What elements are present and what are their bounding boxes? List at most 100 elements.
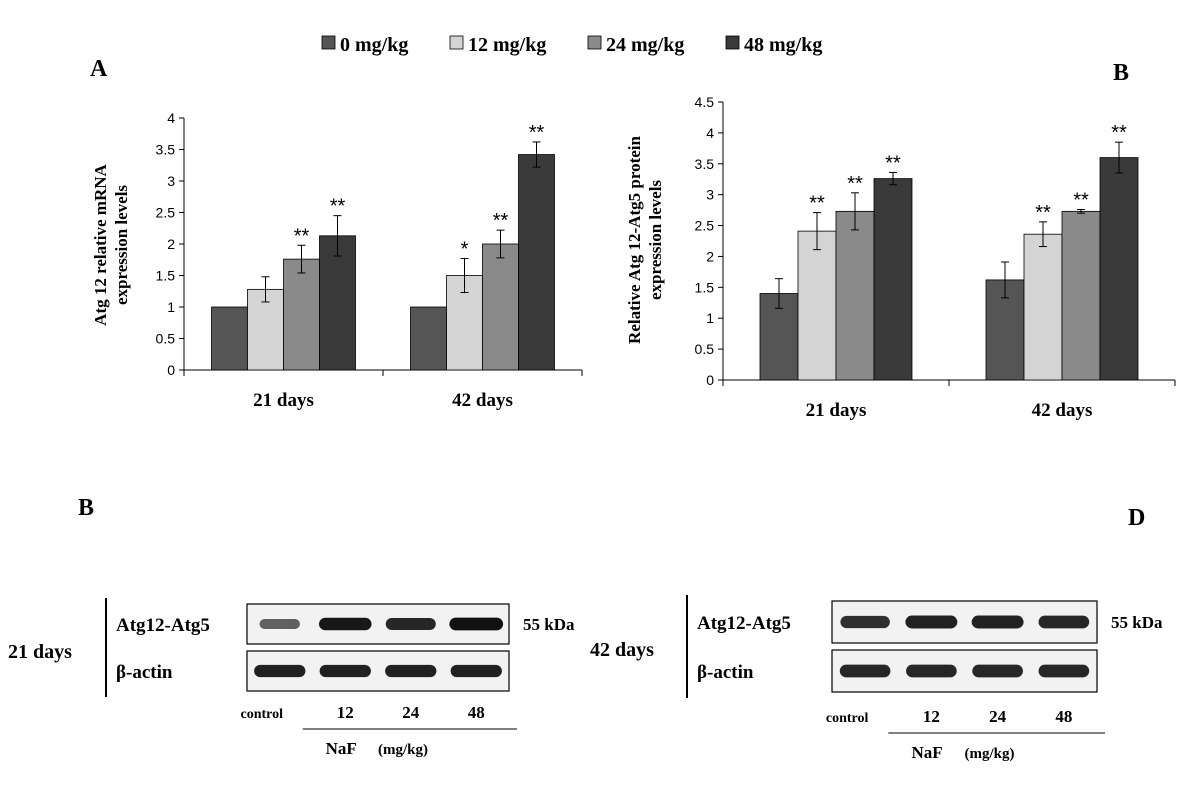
blot-group-label: 42 days — [590, 639, 654, 661]
blot-band — [259, 619, 300, 629]
chart-a-bar — [482, 243, 519, 371]
chart-b-significance-mark: ** — [1035, 202, 1051, 224]
blot-lane-label: 12 — [337, 703, 354, 722]
blot-lane-label: control — [826, 711, 869, 726]
chart-a-ytick-label: 4 — [167, 110, 175, 126]
chart-b-bar — [873, 178, 913, 381]
blot-band — [972, 664, 1023, 678]
legend-swatch-1 — [449, 35, 464, 50]
chart-a-ytick-label: 3.5 — [156, 142, 176, 158]
blot-group-label: 21 days — [8, 641, 72, 663]
blot-band — [449, 617, 504, 631]
legend-label-0: 0 mg/kg — [340, 34, 408, 56]
chart-b-ytick-label: 2 — [706, 248, 714, 264]
blot-band — [254, 664, 306, 678]
chart-a-ytick-label: 0 — [167, 362, 175, 378]
blot-row-label: Atg12-Atg5 — [116, 615, 210, 636]
panel-label-d: D — [1128, 505, 1145, 531]
chart-a-ytick-label: 3 — [167, 173, 175, 189]
chart-b-bar — [1099, 157, 1139, 381]
chart-a-significance-mark: * — [461, 238, 469, 260]
chart-b-ylabel-line1: Relative Atg 12-Atg5 protein — [625, 136, 644, 344]
blot-lane-label: 24 — [402, 703, 420, 722]
chart-b-ytick-label: 0 — [706, 372, 714, 388]
blot-band — [906, 664, 957, 678]
chart-b-bar — [835, 210, 875, 381]
chart-b-significance-mark: ** — [885, 152, 901, 174]
chart-a-ytick-label: 2.5 — [156, 205, 176, 221]
legend-swatch-2 — [587, 35, 602, 50]
blot-band — [319, 664, 371, 678]
blot-band — [971, 615, 1024, 629]
blot-band — [450, 664, 502, 678]
chart-a-ytick-label: 1 — [167, 299, 175, 315]
panel-label-b-blot: B — [78, 495, 94, 521]
chart-b-ytick-label: 2.5 — [695, 218, 715, 234]
blot-lane-label: 48 — [1055, 707, 1072, 726]
chart-a-category-label: 21 days — [253, 390, 314, 411]
chart-b-ytick-label: 3 — [706, 187, 714, 203]
chart-b-ytick-label: 4.5 — [695, 94, 715, 110]
blot-unit-label: (mg/kg) — [378, 742, 428, 758]
panel-label-a: A — [90, 56, 108, 82]
blot-row-label: β-actin — [697, 662, 754, 683]
legend-label-3: 48 mg/kg — [744, 34, 822, 56]
chart-a-ytick-label: 0.5 — [156, 331, 176, 347]
blot-42-days: 42 days Atg12-Atg5 55 kDa β-actin control 12 2… — [590, 595, 1163, 762]
chart-a-ylabel-line2: expression levels — [112, 185, 131, 305]
chart-b-ytick-label: 4 — [706, 125, 714, 141]
chart-a-bar — [211, 306, 248, 371]
chart-b-significance-mark: ** — [847, 173, 863, 195]
blot-size-label: 55 kDa — [523, 615, 575, 634]
chart-a-ytick-label: 1.5 — [156, 268, 176, 284]
chart-b-category-label: 21 days — [806, 400, 867, 421]
panel-label-b-chart: B — [1113, 60, 1129, 86]
legend-swatch-0 — [321, 35, 336, 50]
chart-b-significance-mark: ** — [1111, 122, 1127, 144]
chart-a-bar — [283, 258, 320, 371]
blot-size-label: 55 kDa — [1111, 613, 1163, 632]
chart-a-bar — [410, 306, 447, 371]
chart-b-ylabel-line2: expression levels — [646, 180, 665, 300]
blot-band — [385, 664, 437, 678]
chart-b-ytick-label: 0.5 — [695, 341, 715, 357]
blot-row-label: β-actin — [116, 662, 173, 683]
chart-a-bar — [319, 235, 356, 371]
blot-lane-label: 24 — [989, 707, 1007, 726]
chart-b: 0 0.5 1 1.5 2 2.5 3 3.5 4 4.5 ** ** ** 21 days ** ** ** 4… — [695, 94, 1176, 421]
blot-band — [1038, 664, 1090, 678]
legend: 0 mg/kg 12 mg/kg 24 mg/kg 48 mg/kg — [321, 34, 822, 56]
legend-swatch-3 — [725, 35, 740, 50]
blot-band — [318, 617, 372, 631]
chart-b-significance-mark: ** — [1073, 189, 1089, 211]
chart-b-ytick-label: 1 — [706, 310, 714, 326]
blot-band — [839, 664, 891, 678]
chart-a-ylabel-line1: Atg 12 relative mRNA — [91, 163, 110, 325]
chart-b-bar — [1061, 210, 1101, 381]
chart-a-significance-mark: ** — [330, 196, 346, 218]
blot-band — [840, 615, 890, 629]
legend-label-1: 12 mg/kg — [468, 34, 546, 56]
legend-label-2: 24 mg/kg — [606, 34, 684, 56]
chart-a-significance-mark: ** — [493, 210, 509, 232]
chart-b-bar — [1023, 233, 1063, 381]
chart-b-bar — [797, 230, 837, 381]
chart-a-significance-mark: ** — [529, 122, 545, 144]
blot-treatment-label: NaF — [912, 743, 943, 762]
blot-lane-label: 12 — [923, 707, 940, 726]
blot-row-label: Atg12-Atg5 — [697, 613, 791, 634]
chart-a-ytick-label: 2 — [167, 236, 175, 252]
chart-a-significance-mark: ** — [294, 225, 310, 247]
blot-band — [1038, 615, 1090, 629]
chart-a-category-label: 42 days — [452, 390, 513, 411]
chart-a: 00.511.522.533.54****21 days*****42 days — [156, 110, 583, 411]
blot-band — [905, 615, 958, 629]
blot-lane-label: 48 — [468, 703, 485, 722]
blot-21-days: 21 days Atg12-Atg5 55 kDa β-actin control 12 2… — [8, 598, 575, 758]
blot-treatment-label: NaF — [326, 739, 357, 758]
chart-b-ytick-label: 3.5 — [695, 156, 715, 172]
blot-lane-label: control — [240, 707, 283, 722]
chart-b-significance-mark: ** — [809, 193, 825, 215]
blot-unit-label: (mg/kg) — [965, 746, 1015, 762]
